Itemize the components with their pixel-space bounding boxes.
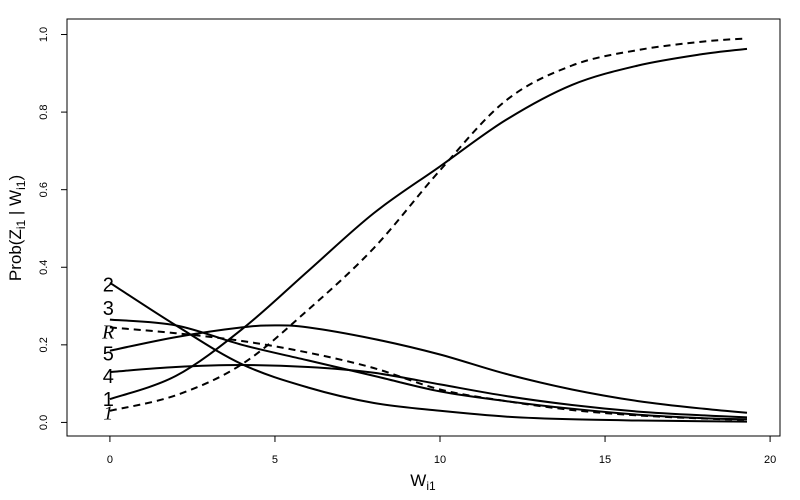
y-tick-label: 0.8 [38,104,50,119]
series-line-4 [109,363,748,419]
x-tick-label: 15 [599,454,611,466]
curve-label: 2 [103,275,114,297]
y-tick-label: 0.0 [38,415,50,430]
y-tick-label: 0.4 [38,260,50,275]
x-tick-label: 0 [107,454,113,466]
y-tick-label: 1.0 [38,27,50,42]
y-axis-title: Prob(Zi1 | Wi1) [6,175,28,281]
x-tick-label: 5 [272,454,278,466]
series-line-R-dashed [109,326,748,421]
plot-frame [66,18,781,437]
curve-label: 1 [103,403,113,425]
y-tick-label: 0.2 [38,337,50,352]
y-tick-label: 0.6 [38,182,50,197]
x-axis-title: Wi1 [410,471,436,493]
curve-label: 3 [103,298,114,320]
curve-label: 1 [103,389,114,411]
series-line-2 [109,281,748,423]
series-line-3 [109,318,748,421]
curve-label: 5 [103,343,114,365]
curve-label: 4 [103,366,114,388]
curves [109,37,748,423]
axes: 0 5 10 15 200.00.20.40.60.81.0 [38,27,776,466]
series-line-1-dashed [109,37,748,412]
curve-label: R [101,321,114,343]
x-tick-label: 10 [434,454,446,466]
series-line-5 [109,324,748,414]
x-tick-label: 20 [764,454,776,466]
series-line-1 [109,47,748,401]
